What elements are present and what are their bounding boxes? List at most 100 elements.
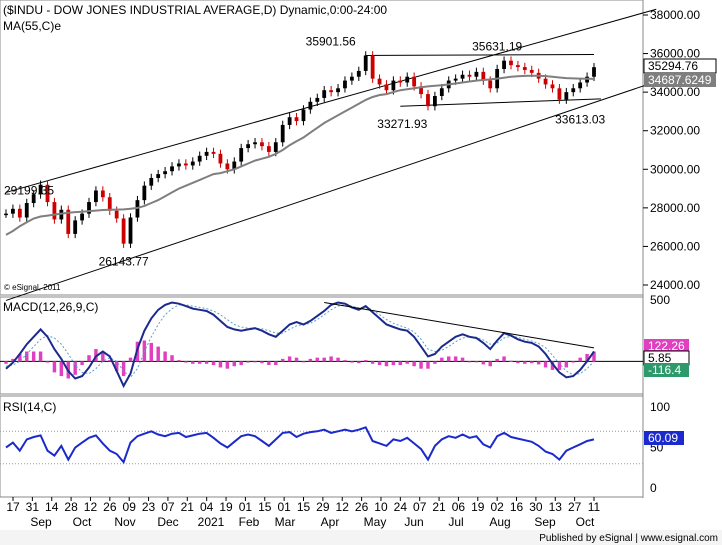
price-bar xyxy=(343,80,347,89)
price-bar xyxy=(280,124,285,143)
price-bar xyxy=(45,184,50,203)
price-bar xyxy=(453,78,458,81)
x-day-label: 14 xyxy=(45,500,59,514)
price-y-tick-label: 24000.00 xyxy=(650,278,700,292)
x-day-label: 15 xyxy=(258,500,272,514)
macd-histogram-bar xyxy=(370,361,375,364)
macd-histogram-bar xyxy=(419,361,423,369)
macd-histogram-bar xyxy=(495,358,499,362)
x-month-label: Sep xyxy=(30,515,52,529)
macd-histogram-bar xyxy=(128,357,133,362)
macd-histogram-bar xyxy=(80,361,84,366)
price-annotation: 29199.35 xyxy=(4,184,54,198)
macd-histogram-bar xyxy=(149,342,153,362)
x-month-label: Sep xyxy=(534,515,556,529)
watermark: © eSignal, 2011 xyxy=(4,283,61,292)
x-day-label: 07 xyxy=(161,500,175,514)
x-day-label: 01 xyxy=(239,500,253,514)
price-bar xyxy=(439,88,444,96)
ma-line xyxy=(5,74,595,236)
macd-histogram-bar xyxy=(315,357,320,362)
price-bar xyxy=(11,208,15,214)
macd-histogram-bar xyxy=(87,355,91,362)
price-bar xyxy=(107,197,112,211)
price-bar xyxy=(4,213,8,216)
macd-histogram-bar xyxy=(287,356,292,362)
x-day-label: 26 xyxy=(355,500,369,514)
x-axis: 17 31 14 28 12 26 09 23 07 21 04 19 01 15 01 15 29 12 26 10… xyxy=(6,497,601,529)
macd-histogram-bar xyxy=(308,358,313,362)
price-bar xyxy=(190,161,195,166)
price-annotation: 33271.93 xyxy=(377,117,427,131)
price-bar xyxy=(73,220,78,234)
svg-text:60.09: 60.09 xyxy=(648,431,678,445)
price-bar xyxy=(170,166,174,172)
price-bar xyxy=(66,209,71,234)
macd-histogram-bar xyxy=(294,357,299,362)
x-day-label: 04 xyxy=(200,500,214,514)
macd-histogram-bar xyxy=(502,356,506,362)
price-bar xyxy=(232,161,237,170)
rsi-line xyxy=(5,426,595,465)
macd-histogram-bar xyxy=(253,361,257,363)
macd-histogram-bar xyxy=(163,351,167,362)
price-bar xyxy=(363,55,368,71)
price-bar xyxy=(246,144,251,149)
macd-histogram-bar xyxy=(550,361,555,370)
x-day-label: 26 xyxy=(103,500,117,514)
x-month-label: May xyxy=(364,515,387,529)
price-bar xyxy=(516,65,520,68)
price-annotation: 26143.77 xyxy=(99,255,149,269)
macd-histogram-bar xyxy=(564,361,569,368)
macd-histogram-bar xyxy=(267,361,271,366)
ma-label: MA(55,C)e xyxy=(3,19,61,33)
macd-histogram-bar xyxy=(156,346,160,362)
macd-histogram-bar xyxy=(280,358,285,362)
macd-histogram-bar xyxy=(530,361,534,364)
price-bar xyxy=(412,76,417,87)
price-bar xyxy=(163,171,168,175)
macd-histogram-bar xyxy=(557,361,562,370)
macd-value-badge: 122.26 xyxy=(644,339,689,353)
svg-text:34687.6249: 34687.6249 xyxy=(648,73,712,87)
price-bar xyxy=(31,194,36,204)
svg-text:122.26: 122.26 xyxy=(648,339,685,353)
price-bar xyxy=(488,80,493,89)
macd-histogram-bar xyxy=(426,361,430,369)
x-day-label: 21 xyxy=(181,500,195,514)
x-day-label: 13 xyxy=(549,500,563,514)
price-bar xyxy=(52,202,57,220)
macd-histogram-bar xyxy=(170,355,174,362)
price-bar xyxy=(592,67,596,77)
price-y-tick-label: 30000.00 xyxy=(650,162,700,176)
macd-histogram-bar xyxy=(578,357,582,362)
price-bar xyxy=(294,117,299,122)
price-annotation: 35631.19 xyxy=(472,40,522,54)
x-day-label: 21 xyxy=(432,500,446,514)
x-day-label: 16 xyxy=(510,500,524,514)
price-bar xyxy=(100,190,105,198)
price-y-axis: 38000.00 36000.00 34000.00 32000.00 30000.00… xyxy=(643,8,700,292)
x-day-label: 12 xyxy=(84,500,98,514)
price-bar xyxy=(38,184,43,195)
macd-signal-line xyxy=(5,304,595,379)
price-bar xyxy=(218,153,223,164)
macd-histogram-bar xyxy=(543,361,548,368)
price-bar xyxy=(398,80,403,83)
x-day-label: 28 xyxy=(64,500,78,514)
macd-histogram-bar xyxy=(197,361,202,364)
macd-histogram-bar xyxy=(204,361,209,364)
macd-histogram-bar xyxy=(405,361,409,364)
upper-channel-line xyxy=(5,8,657,193)
macd-histogram-bar xyxy=(509,360,513,362)
macd-histogram-bar xyxy=(343,360,347,362)
footer-bar xyxy=(0,530,722,545)
ma-value-badge: 34687.6249 xyxy=(644,73,716,87)
macd-histogram-bar xyxy=(239,361,243,366)
x-month-label: Jul xyxy=(448,515,463,529)
price-bar xyxy=(543,78,548,85)
price-bar xyxy=(80,213,84,221)
price-y-tick-label: 36000.00 xyxy=(650,47,700,61)
